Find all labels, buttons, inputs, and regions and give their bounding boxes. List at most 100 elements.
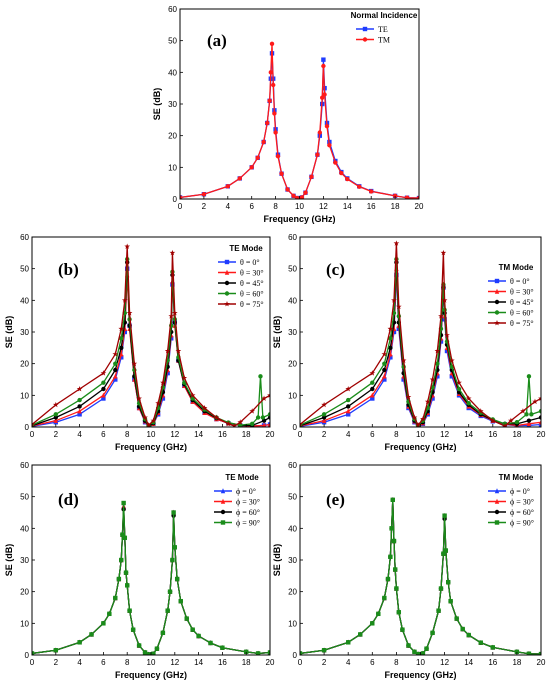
data-point bbox=[430, 396, 435, 401]
data-point bbox=[415, 422, 421, 427]
data-point bbox=[514, 649, 520, 655]
legend: TE Mode θ = 0° θ = 30°θ = 45° θ = 60°θ = 75… bbox=[218, 244, 264, 309]
x-tick-label: 20 bbox=[537, 658, 546, 667]
x-tick-label: 8 bbox=[125, 430, 130, 439]
data-point bbox=[267, 392, 270, 398]
data-point bbox=[213, 414, 220, 420]
data-point bbox=[420, 416, 426, 422]
data-point bbox=[382, 377, 387, 382]
data-point bbox=[444, 332, 450, 338]
data-point bbox=[146, 652, 151, 655]
x-tick-label: 16 bbox=[488, 430, 497, 439]
data-point bbox=[448, 357, 455, 363]
legend-label: θ = 45° bbox=[240, 279, 264, 288]
x-tick-label: 2 bbox=[322, 430, 327, 439]
data-point bbox=[424, 398, 431, 405]
legend-marker bbox=[494, 288, 500, 294]
series-line bbox=[32, 502, 270, 655]
data-point bbox=[124, 243, 131, 249]
data-point bbox=[262, 422, 266, 427]
y-tick-label: 10 bbox=[288, 391, 297, 400]
data-point bbox=[538, 419, 541, 425]
x-tick-label: 12 bbox=[319, 202, 328, 211]
data-point bbox=[382, 367, 387, 373]
data-point bbox=[136, 395, 142, 401]
legend-label: θ = 30° bbox=[240, 269, 264, 278]
legend-label: TM bbox=[378, 36, 390, 45]
y-tick-label: 20 bbox=[288, 588, 297, 597]
legend-label: θ = 60° bbox=[510, 309, 534, 318]
data-point bbox=[502, 423, 508, 427]
y-tick-label: 50 bbox=[20, 493, 29, 502]
data-point bbox=[385, 576, 391, 582]
legend-label: ϕ = 90° bbox=[510, 519, 534, 528]
x-axis-label: Frequency (GHz) bbox=[263, 214, 335, 224]
x-tick-label: 4 bbox=[346, 658, 351, 667]
series-line bbox=[300, 261, 541, 427]
data-point bbox=[261, 395, 267, 401]
data-point bbox=[237, 176, 242, 181]
data-point bbox=[322, 92, 327, 97]
x-tick-label: 14 bbox=[194, 658, 203, 667]
data-point bbox=[321, 415, 327, 420]
x-tick-label: 4 bbox=[77, 658, 82, 667]
data-point bbox=[180, 195, 183, 199]
data-point bbox=[346, 397, 351, 403]
legend-title: TM Mode bbox=[499, 263, 534, 272]
data-point bbox=[160, 396, 166, 401]
data-point bbox=[255, 651, 261, 655]
data-point bbox=[345, 386, 352, 392]
data-point bbox=[538, 415, 541, 420]
chart-panel: 0 2 4 6 8 10 12 14 16 18 20 0 10 20 30 40 50 60 Frequency … bbox=[4, 233, 275, 452]
y-tick-label: 10 bbox=[168, 163, 177, 172]
data-point bbox=[32, 421, 35, 427]
y-tick-label: 0 bbox=[25, 423, 30, 432]
data-point bbox=[321, 63, 326, 69]
data-point bbox=[321, 648, 327, 653]
y-tick-label: 30 bbox=[20, 556, 29, 565]
data-point bbox=[405, 393, 412, 400]
data-point bbox=[170, 557, 175, 563]
data-point bbox=[416, 195, 419, 199]
data-point bbox=[443, 548, 449, 553]
data-point bbox=[435, 374, 440, 379]
x-tick-label: 10 bbox=[147, 430, 156, 439]
y-tick-label: 0 bbox=[173, 195, 178, 204]
y-tick-label: 20 bbox=[288, 360, 297, 369]
legend-marker bbox=[220, 520, 226, 525]
data-point bbox=[526, 651, 532, 655]
y-tick-label: 10 bbox=[288, 619, 297, 628]
data-point bbox=[389, 526, 394, 531]
data-point bbox=[358, 632, 363, 637]
series-line bbox=[180, 43, 419, 199]
data-point bbox=[275, 154, 281, 159]
y-tick-label: 20 bbox=[20, 360, 29, 369]
y-tick-label: 60 bbox=[288, 461, 297, 470]
y-tick-label: 40 bbox=[20, 524, 29, 533]
data-point bbox=[244, 649, 249, 655]
data-point bbox=[435, 361, 440, 366]
data-point bbox=[77, 640, 82, 645]
data-point bbox=[321, 57, 326, 62]
x-tick-label: 16 bbox=[218, 658, 227, 667]
x-tick-label: 18 bbox=[512, 430, 521, 439]
data-point bbox=[376, 611, 381, 617]
data-point bbox=[52, 401, 59, 408]
data-point bbox=[255, 415, 261, 420]
x-axis-label: Frequency (GHz) bbox=[384, 442, 456, 452]
data-point bbox=[118, 325, 125, 332]
data-point bbox=[123, 570, 129, 575]
series-line bbox=[32, 268, 270, 427]
y-tick-label: 20 bbox=[168, 132, 177, 141]
y-tick-label: 50 bbox=[288, 493, 297, 502]
data-point bbox=[160, 379, 166, 386]
y-axis-label: SE (dB) bbox=[272, 544, 282, 577]
data-point bbox=[101, 380, 106, 385]
data-point bbox=[267, 412, 270, 417]
data-point bbox=[508, 417, 514, 424]
series-line bbox=[300, 274, 541, 427]
panel-label: (b) bbox=[58, 260, 79, 279]
y-tick-label: 30 bbox=[168, 100, 177, 109]
series-group bbox=[32, 243, 270, 427]
x-axis-label: Frequency (GHz) bbox=[115, 670, 187, 680]
